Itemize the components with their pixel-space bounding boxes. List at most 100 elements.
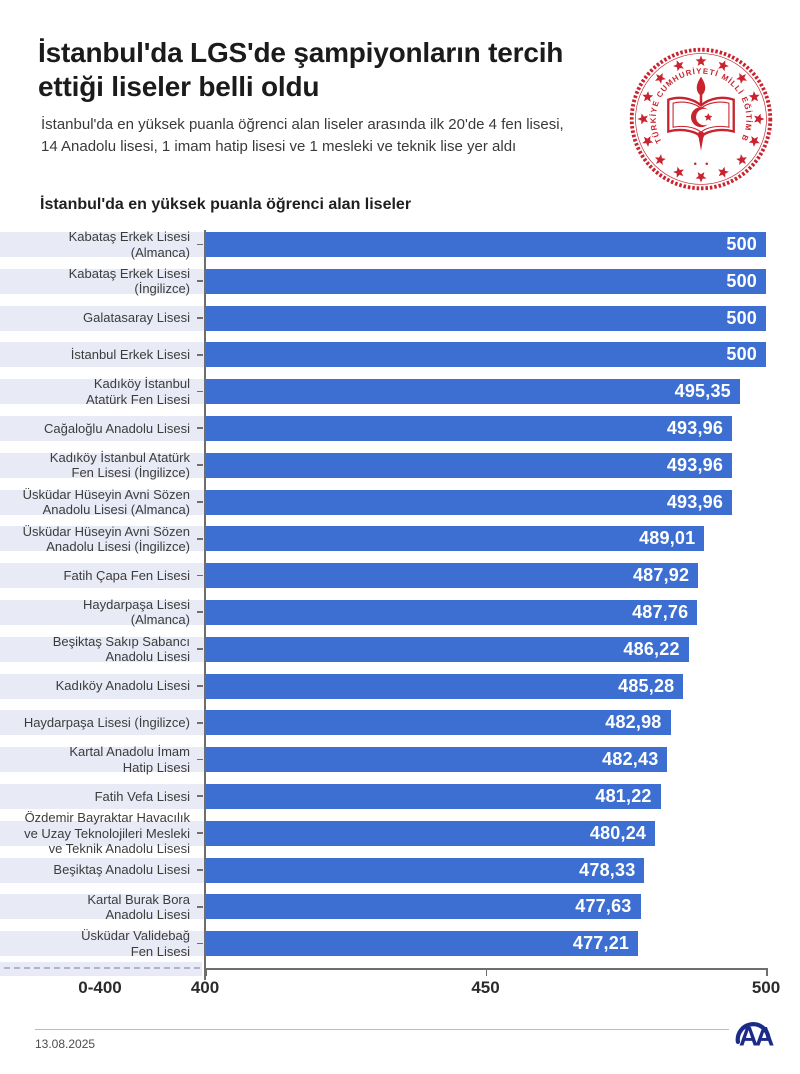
axis-break-dashed-line xyxy=(4,967,200,969)
category-tick xyxy=(197,574,203,577)
chart-row: Kabataş Erkek Lisesi (Almanca) 500 xyxy=(0,229,800,260)
score-value: 482,98 xyxy=(605,712,662,733)
chart-row: Fatih Vefa Lisesi 481,22 xyxy=(0,783,800,809)
category-tick xyxy=(197,390,203,393)
page-subtitle-line2: 14 Anadolu lisesi, 1 imam hatip lisesi v… xyxy=(41,138,517,155)
category-tick xyxy=(197,464,203,467)
chart-title: İstanbul'da en yüksek puanla öğrenci ala… xyxy=(40,196,412,213)
category-tick xyxy=(197,648,203,651)
score-value: 500 xyxy=(726,344,757,365)
footer-divider xyxy=(35,1029,729,1030)
score-bar: 477,21 xyxy=(205,931,639,957)
chart-row: Beşiktaş Sakıp Sabancı Anadolu Lisesi 486,… xyxy=(0,634,800,664)
score-bar: 495,35 xyxy=(205,379,740,405)
category-label: Kadıköy İstanbul Atatürk Fen Lisesi xyxy=(0,376,205,407)
category-label: Özdemir Bayraktar Havacılık ve Uzay Tekno… xyxy=(0,810,205,856)
category-label: Galatasaray Lisesi xyxy=(0,305,205,331)
score-value: 493,96 xyxy=(666,454,724,475)
y-axis-line xyxy=(204,230,206,980)
score-value: 480,24 xyxy=(589,822,647,843)
page-title-line2: ettiği liseler belli oldu xyxy=(38,71,320,102)
category-label: Kabataş Erkek Lisesi (Almanca) xyxy=(0,229,205,260)
score-value: 500 xyxy=(726,234,757,254)
category-tick xyxy=(197,317,203,319)
category-label: Beşiktaş Sakıp Sabancı Anadolu Lisesi xyxy=(0,634,205,664)
chart-row: Kadıköy Anadolu Lisesi 485,28 xyxy=(0,673,800,699)
score-bar: 493,96 xyxy=(205,452,733,478)
chart-row: İstanbul Erkek Lisesi 500 xyxy=(0,342,800,368)
score-bar: 493,96 xyxy=(205,415,733,441)
score-value: 478,33 xyxy=(579,859,636,880)
category-tick xyxy=(197,795,203,798)
category-tick xyxy=(197,758,203,761)
chart-row: Üsküdar Validebağ Fen Lisesi 477,21 xyxy=(0,928,800,959)
category-tick xyxy=(197,869,203,871)
chart-rows: Kabataş Erkek Lisesi (Almanca) 500 Kabataş … xyxy=(0,229,800,959)
x-axis-tick xyxy=(485,968,488,976)
category-label: Haydarpaşa Lisesi (İngilizce) xyxy=(0,710,205,736)
seal-book-torch-emblem xyxy=(667,76,735,151)
category-tick xyxy=(197,721,203,724)
category-label: Kabataş Erkek Lisesi (İngilizce) xyxy=(0,266,205,296)
chart-row: Cağaloğlu Anadolu Lisesi 493,96 xyxy=(0,415,800,441)
category-tick xyxy=(197,611,203,614)
score-value: 489,01 xyxy=(639,528,696,549)
score-bar: 481,22 xyxy=(205,783,661,809)
chart-row: Beşiktaş Anadolu Lisesi 478,33 xyxy=(0,857,800,883)
score-bar: 500 xyxy=(205,232,766,257)
category-tick xyxy=(197,243,203,246)
score-bar: 485,28 xyxy=(205,673,684,699)
chart-row: Özdemir Bayraktar Havacılık ve Uzay Tekno… xyxy=(0,810,800,856)
chart-row: Galatasaray Lisesi 500 xyxy=(0,305,800,331)
category-label: Fatih Vefa Lisesi xyxy=(0,783,205,809)
chart-row: Kadıköy İstanbul Atatürk Fen Lisesi (İngi… xyxy=(0,450,800,480)
score-value: 500 xyxy=(726,307,757,328)
x-axis-tick-label: 500 xyxy=(751,978,781,997)
category-tick xyxy=(197,905,203,908)
category-tick xyxy=(197,537,203,540)
page-subtitle: İstanbul'da en yüksek puanla öğrenci ala… xyxy=(41,114,641,158)
category-label: Haydarpaşa Lisesi (Almanca) xyxy=(0,597,205,627)
chart-row: Kartal Anadolu İmam Hatip Lisesi 482,43 xyxy=(0,744,800,775)
category-label: Cağaloğlu Anadolu Lisesi xyxy=(0,415,205,441)
score-bar: 500 xyxy=(205,342,766,368)
bar-chart: Kabataş Erkek Lisesi (Almanca) 500 Kabataş … xyxy=(0,229,800,1022)
score-bar: 480,24 xyxy=(205,820,656,846)
category-tick xyxy=(197,427,203,430)
score-value: 477,21 xyxy=(572,933,630,954)
score-bar: 482,98 xyxy=(205,710,671,736)
score-bar: 482,43 xyxy=(205,747,668,773)
chart-row: Kadıköy İstanbul Atatürk Fen Lisesi 495,35 xyxy=(0,376,800,407)
score-bar: 500 xyxy=(205,268,766,294)
category-tick xyxy=(197,942,203,945)
category-label: Beşiktaş Anadolu Lisesi xyxy=(0,857,205,883)
score-value: 500 xyxy=(726,270,757,291)
x-axis-tick xyxy=(766,968,768,976)
category-tick xyxy=(197,832,203,835)
category-tick xyxy=(197,280,203,283)
score-bar: 493,96 xyxy=(205,489,733,515)
chart-row: Kabataş Erkek Lisesi (İngilizce) 500 xyxy=(0,266,800,296)
x-axis-tick xyxy=(205,968,207,976)
date-label: 13.08.2025 xyxy=(35,1037,96,1051)
chart-row: Haydarpaşa Lisesi (Almanca) 487,76 xyxy=(0,597,800,627)
score-bar: 489,01 xyxy=(205,526,705,552)
category-label: Kadıköy İstanbul Atatürk Fen Lisesi (İngi… xyxy=(0,450,205,480)
category-label: Üsküdar Validebağ Fen Lisesi xyxy=(0,928,205,959)
score-value: 487,76 xyxy=(632,601,689,622)
chart-row: Kartal Burak Bora Anadolu Lisesi 477,63 xyxy=(0,892,800,922)
category-label: Kartal Burak Bora Anadolu Lisesi xyxy=(0,892,205,922)
score-bar: 477,63 xyxy=(205,894,641,920)
anadolu-agency-logo-icon: AA xyxy=(735,1022,777,1052)
chart-row: Üsküdar Hüseyin Avni Sözen Anadolu Lisesi… xyxy=(0,487,800,517)
category-label: Üsküdar Hüseyin Avni Sözen Anadolu Lisesi… xyxy=(0,487,205,517)
category-label: Üsküdar Hüseyin Avni Sözen Anadolu Lisesi… xyxy=(0,524,205,554)
page-title-line1: İstanbul'da LGS'de şampiyonların tercih xyxy=(38,37,564,68)
x-axis-tick-label: 400 xyxy=(190,978,220,997)
page-title: İstanbul'da LGS'de şampiyonların tercih e… xyxy=(38,36,638,104)
score-bar: 478,33 xyxy=(205,857,645,883)
score-bar: 500 xyxy=(205,305,766,331)
score-bar: 487,92 xyxy=(205,563,699,589)
category-label: Kartal Anadolu İmam Hatip Lisesi xyxy=(0,744,205,775)
